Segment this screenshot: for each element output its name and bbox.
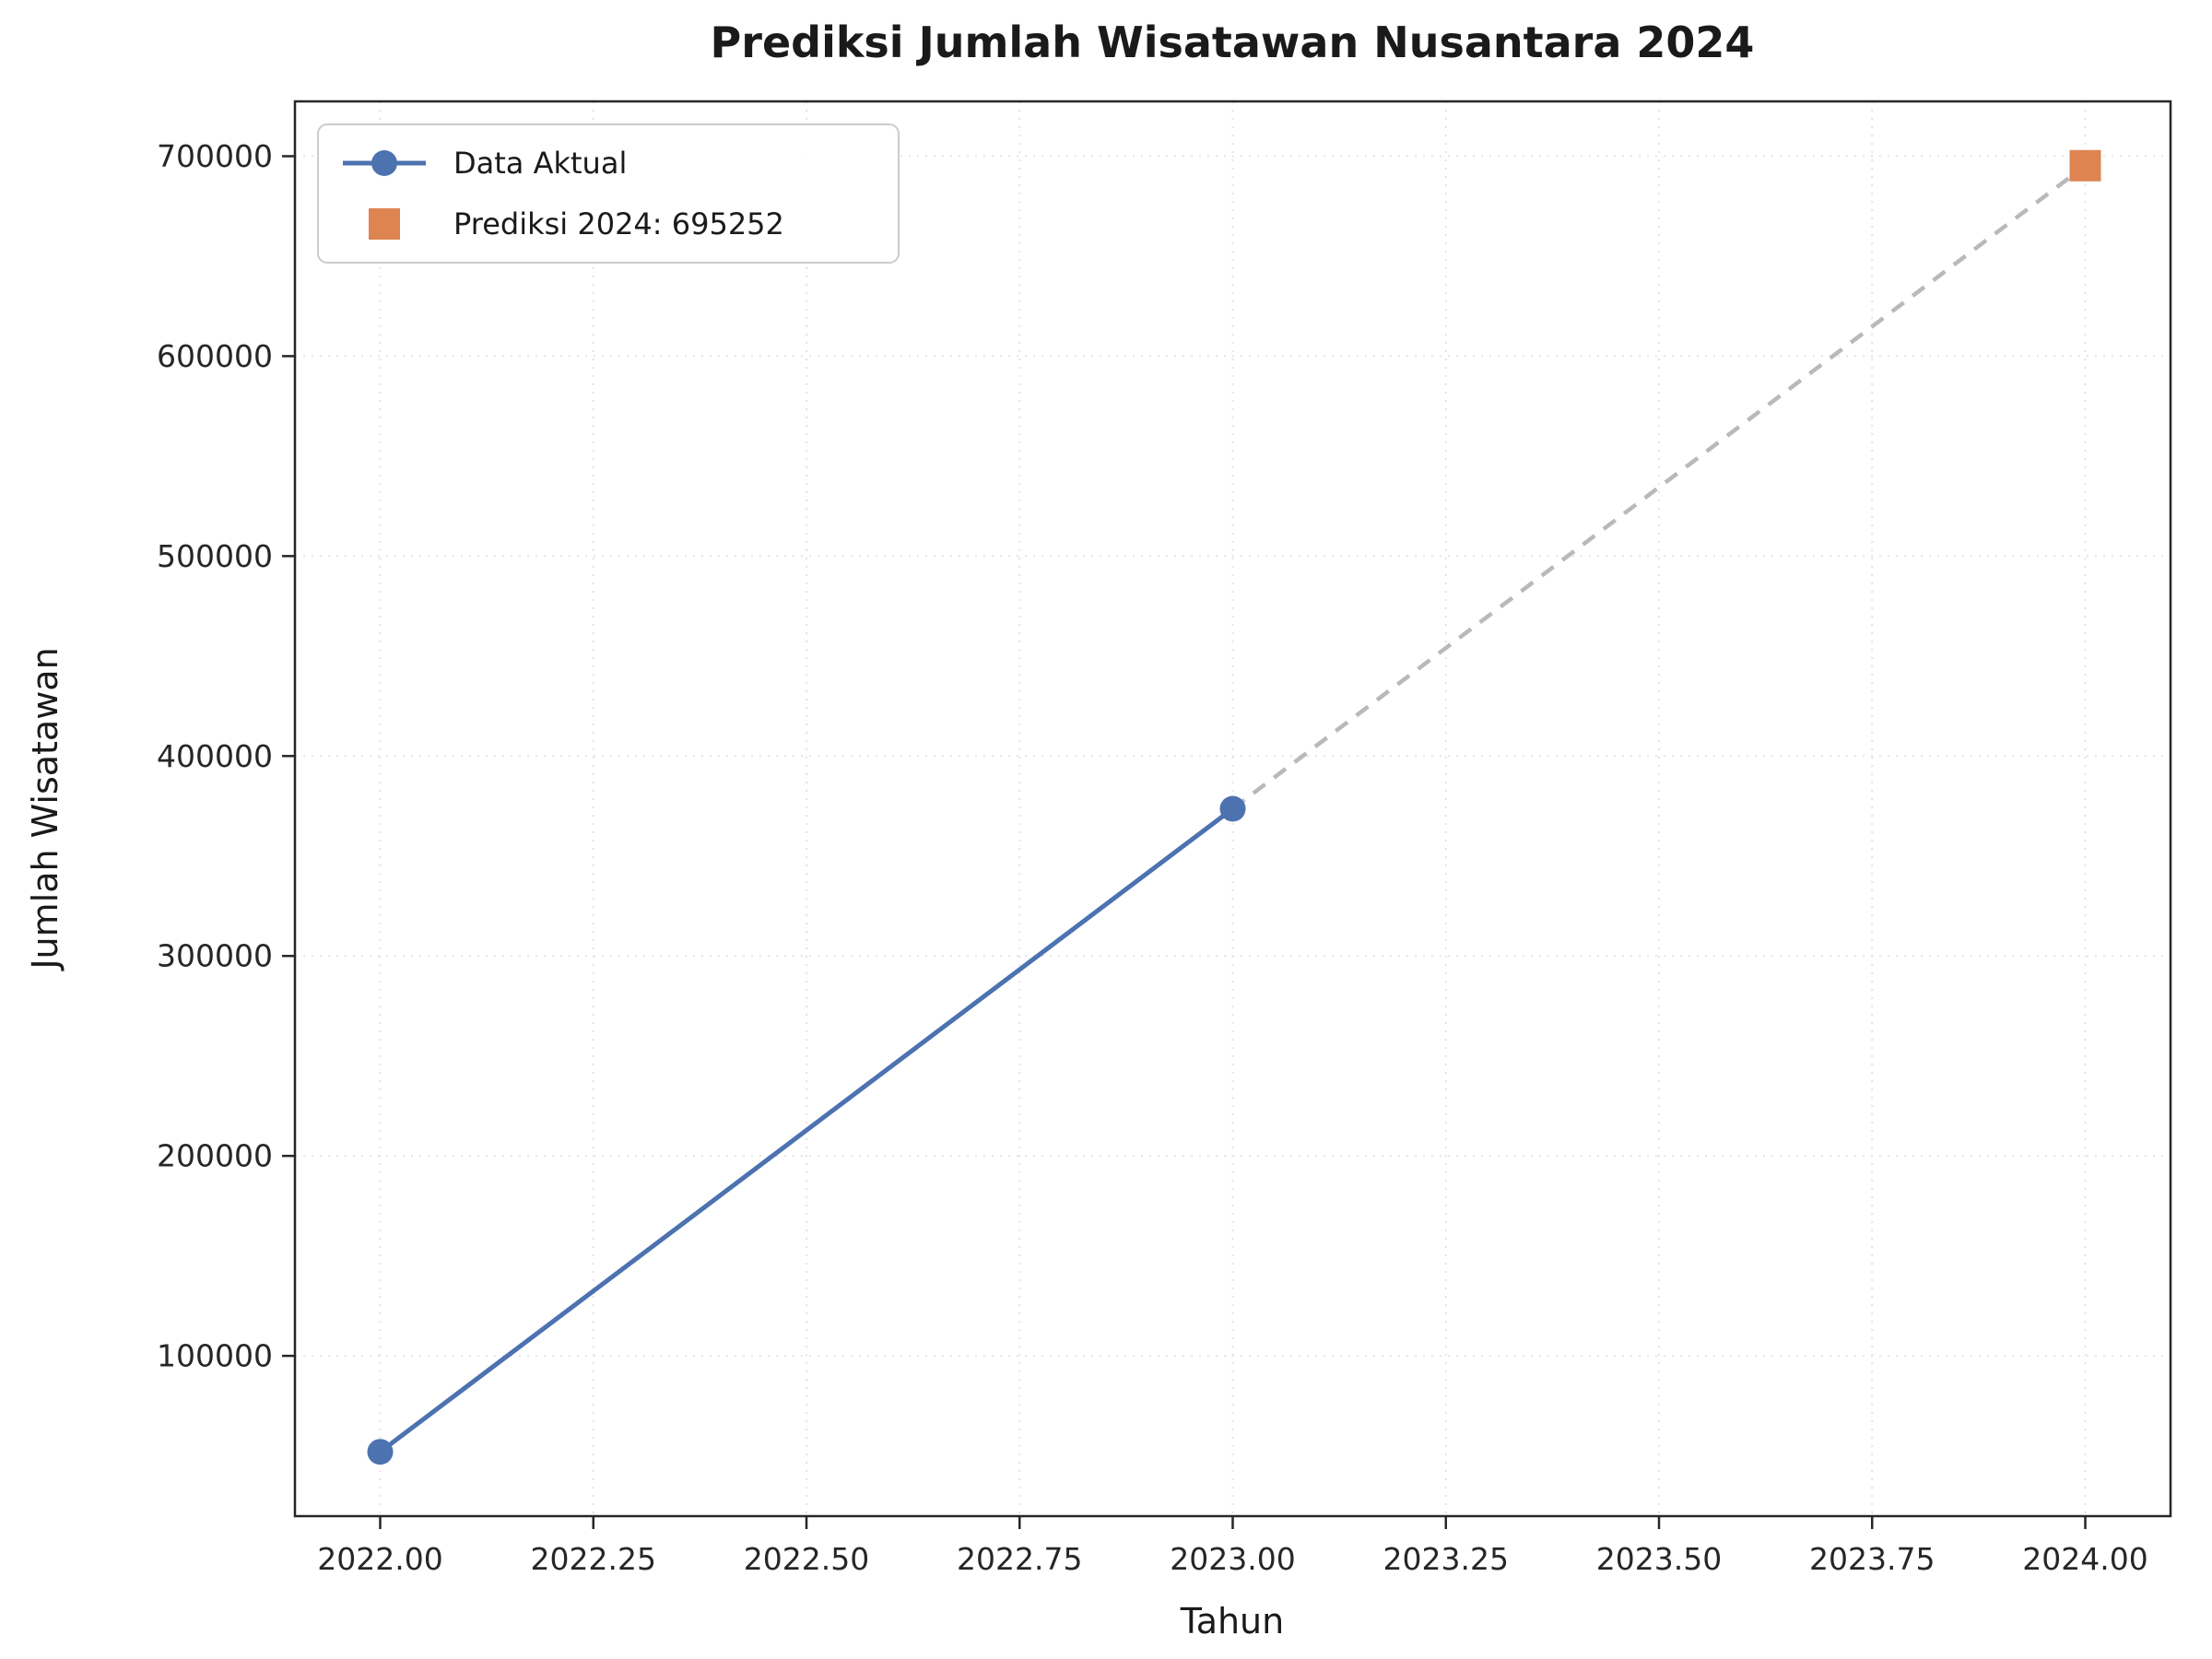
legend-entry-data-aktual: Data Aktual: [343, 146, 627, 181]
x-tick-label: 2023.00: [1170, 1541, 1295, 1577]
data-point-marker: [1219, 795, 1246, 822]
x-axis-label: Tahun: [1180, 1601, 1284, 1641]
legend-label-data-aktual: Data Aktual: [453, 146, 627, 181]
y-tick-label: 200000: [157, 1138, 273, 1174]
legend-label-prediksi: Prediksi 2024: 695252: [453, 206, 784, 241]
x-tick-label: 2022.50: [744, 1541, 869, 1577]
legend-square-marker-icon: [369, 208, 400, 240]
x-tick-label: 2024.00: [2022, 1541, 2147, 1577]
prediction-point-marker: [2069, 149, 2101, 182]
chart-title: Prediksi Jumlah Wisatawan Nusantara 2024: [711, 18, 1755, 67]
x-tick-label: 2023.50: [1596, 1541, 1722, 1577]
x-tick-label: 2022.25: [531, 1541, 656, 1577]
x-tick-label: 2022.00: [317, 1541, 442, 1577]
x-tick-label: 2023.25: [1383, 1541, 1509, 1577]
legend-circle-marker-icon: [371, 150, 397, 176]
legend-entry-prediksi: Prediksi 2024: 695252: [369, 206, 784, 241]
y-axis-label: Jumlah Wisatawan: [25, 647, 65, 971]
plot-area: 2022.00 2022.25 2022.50 2022.75 2023.00 2023.…: [157, 100, 2172, 1577]
y-tick-label: 600000: [157, 338, 273, 374]
x-tick-label: 2022.75: [957, 1541, 1082, 1577]
series-line-trend-prediksi: [1231, 163, 2087, 811]
series-line-data-aktual: [378, 806, 1235, 1454]
y-tick-label: 100000: [157, 1338, 273, 1374]
y-tick-label: 700000: [157, 138, 273, 174]
legend: Data Aktual Prediksi 2024: 695252: [317, 124, 900, 264]
y-tick-label: 400000: [157, 738, 273, 774]
x-tick-label: 2023.75: [1809, 1541, 1935, 1577]
y-tick-label: 500000: [157, 538, 273, 574]
y-tick-label: 300000: [157, 938, 273, 974]
legend-box: [317, 124, 900, 264]
data-point-marker: [367, 1439, 394, 1465]
